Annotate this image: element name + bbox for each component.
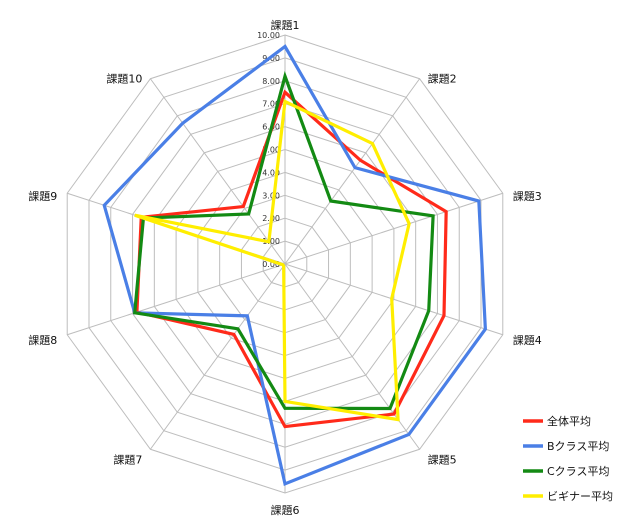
grid-spoke [149, 263, 286, 450]
category-label: 課題7 [113, 452, 142, 466]
series-lines [102, 44, 487, 487]
series-line [135, 89, 448, 429]
category-label: 課題4 [513, 333, 542, 347]
grid-spoke [284, 192, 503, 265]
category-label: 課題3 [513, 189, 542, 203]
grid-spoke [284, 263, 421, 450]
legend-label: Cクラス平均 [547, 465, 609, 478]
tick-label: 8.00 [262, 77, 280, 86]
series-line [102, 44, 487, 487]
tick-label: 3.00 [262, 191, 280, 200]
category-label: 課題10 [106, 72, 142, 86]
category-label: 課題8 [28, 333, 57, 347]
grid-spoke [149, 78, 286, 265]
tick-label: 5.00 [262, 146, 280, 155]
grid-spoke [67, 263, 286, 336]
grid-spoke [284, 78, 421, 265]
tick-label: 7.00 [262, 100, 280, 109]
category-labels: 課題1 課題2 課題3 課題4 課題5 課題6 課題7 課題8 課題9 課題10 [28, 18, 542, 517]
series-line [132, 70, 435, 411]
category-label: 課題1 [271, 18, 300, 32]
tick-label: 4.00 [262, 168, 280, 177]
legend-label: 全体平均 [547, 414, 591, 428]
tick-label: 1.00 [262, 237, 280, 246]
category-label: 課題9 [28, 189, 57, 203]
category-label: 課題6 [271, 503, 300, 517]
category-label: 課題2 [428, 72, 457, 86]
tick-label: 10.00 [257, 31, 280, 40]
series-line [134, 98, 411, 422]
legend-label: Bクラス平均 [547, 440, 609, 453]
legend-label: ビギナー平均 [547, 490, 613, 503]
tick-label: 0.00 [262, 260, 280, 269]
grid-spoke [284, 263, 503, 336]
category-label: 課題5 [428, 452, 457, 466]
